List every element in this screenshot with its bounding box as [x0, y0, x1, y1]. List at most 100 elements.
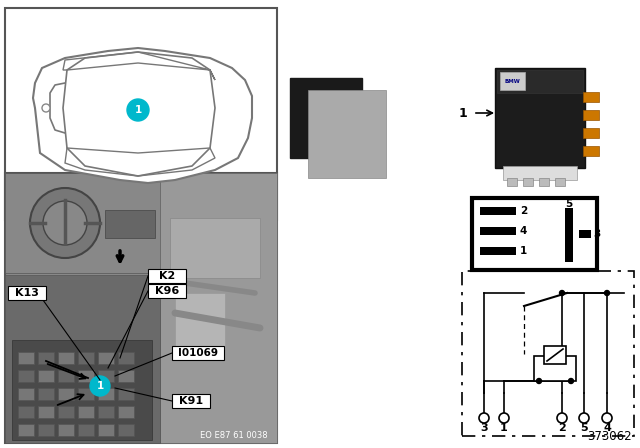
- Bar: [5, 275, 160, 443]
- Bar: [480, 207, 516, 215]
- Text: 1: 1: [97, 381, 104, 391]
- Bar: [5, 173, 160, 273]
- Bar: [78, 370, 94, 382]
- Bar: [583, 128, 599, 138]
- Bar: [148, 269, 186, 283]
- Bar: [18, 352, 34, 364]
- Bar: [462, 271, 634, 436]
- Circle shape: [30, 188, 100, 258]
- Bar: [38, 352, 54, 364]
- Bar: [78, 406, 94, 418]
- Bar: [5, 173, 277, 443]
- Circle shape: [127, 99, 149, 121]
- Bar: [98, 388, 114, 400]
- Bar: [472, 198, 597, 270]
- Text: 3: 3: [593, 229, 600, 239]
- Bar: [18, 370, 34, 382]
- Bar: [175, 293, 225, 348]
- Bar: [148, 284, 186, 298]
- Text: EO E87 61 0038: EO E87 61 0038: [200, 431, 268, 440]
- Polygon shape: [33, 48, 252, 183]
- Bar: [8, 286, 46, 300]
- Circle shape: [557, 413, 567, 423]
- Bar: [58, 406, 74, 418]
- Bar: [500, 72, 525, 90]
- Text: 1: 1: [458, 107, 467, 120]
- Circle shape: [605, 290, 609, 296]
- Bar: [583, 110, 599, 120]
- Text: BMW: BMW: [504, 78, 520, 83]
- Text: K13: K13: [15, 288, 39, 298]
- Bar: [480, 247, 516, 255]
- Bar: [38, 370, 54, 382]
- Text: 4: 4: [520, 226, 527, 236]
- Bar: [58, 388, 74, 400]
- Bar: [495, 68, 585, 168]
- Bar: [583, 146, 599, 156]
- Circle shape: [536, 379, 541, 383]
- Bar: [160, 173, 277, 443]
- Circle shape: [602, 413, 612, 423]
- Circle shape: [579, 413, 589, 423]
- Circle shape: [90, 376, 110, 396]
- Bar: [98, 352, 114, 364]
- Text: 373062: 373062: [588, 430, 632, 443]
- Text: 4: 4: [603, 423, 611, 433]
- Bar: [118, 424, 134, 436]
- Bar: [18, 388, 34, 400]
- Bar: [98, 370, 114, 382]
- Bar: [78, 352, 94, 364]
- Bar: [544, 346, 566, 364]
- Text: 2: 2: [520, 206, 527, 216]
- Bar: [308, 90, 386, 178]
- Bar: [579, 230, 591, 238]
- Bar: [290, 78, 362, 158]
- Text: 5: 5: [580, 423, 588, 433]
- Bar: [18, 406, 34, 418]
- Bar: [583, 92, 599, 102]
- Bar: [38, 406, 54, 418]
- Circle shape: [568, 379, 573, 383]
- Bar: [170, 218, 260, 278]
- Text: K96: K96: [155, 286, 179, 296]
- Bar: [5, 8, 277, 220]
- Bar: [58, 352, 74, 364]
- Text: 3: 3: [480, 423, 488, 433]
- Bar: [118, 388, 134, 400]
- Bar: [38, 424, 54, 436]
- Bar: [534, 356, 576, 381]
- Bar: [12, 340, 152, 440]
- Bar: [555, 178, 565, 186]
- Bar: [523, 178, 533, 186]
- Bar: [565, 208, 573, 262]
- Bar: [105, 210, 155, 238]
- Bar: [507, 178, 517, 186]
- Bar: [18, 424, 34, 436]
- Bar: [38, 388, 54, 400]
- Text: 2: 2: [558, 423, 566, 433]
- Bar: [98, 406, 114, 418]
- Text: 1: 1: [134, 105, 141, 115]
- Text: K2: K2: [159, 271, 175, 281]
- Bar: [118, 370, 134, 382]
- Circle shape: [559, 290, 564, 296]
- Circle shape: [499, 413, 509, 423]
- Bar: [480, 227, 516, 235]
- Bar: [503, 166, 577, 180]
- Bar: [539, 178, 549, 186]
- Text: I01069: I01069: [178, 348, 218, 358]
- Bar: [98, 424, 114, 436]
- Bar: [497, 70, 583, 93]
- Text: K91: K91: [179, 396, 203, 406]
- Bar: [118, 352, 134, 364]
- Circle shape: [479, 413, 489, 423]
- Bar: [172, 346, 224, 360]
- Text: 1: 1: [520, 246, 527, 256]
- Text: 5: 5: [565, 199, 573, 209]
- Bar: [172, 394, 210, 408]
- Bar: [78, 388, 94, 400]
- Text: 1: 1: [500, 423, 508, 433]
- Bar: [78, 424, 94, 436]
- Bar: [118, 406, 134, 418]
- Circle shape: [43, 201, 87, 245]
